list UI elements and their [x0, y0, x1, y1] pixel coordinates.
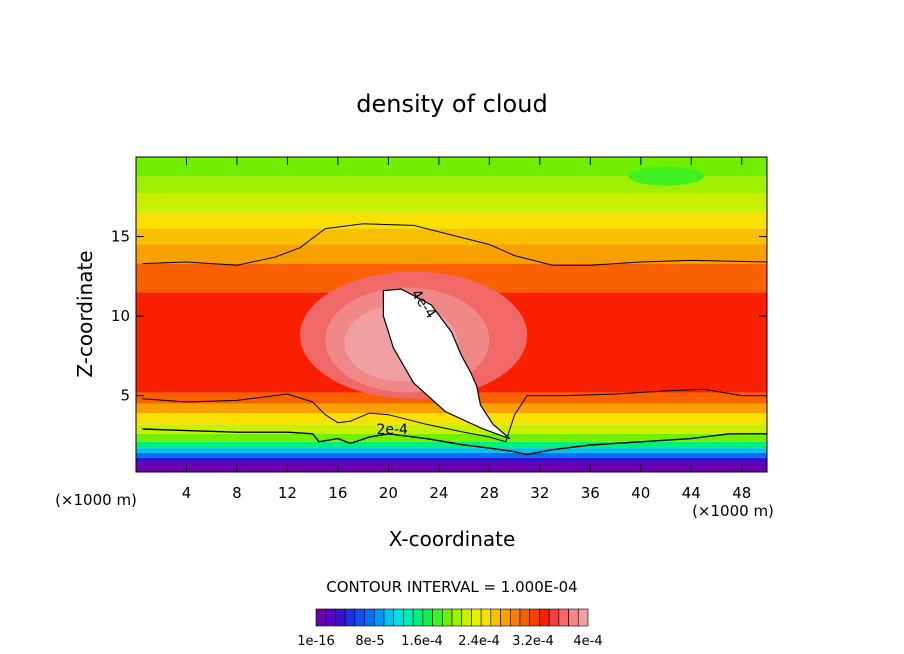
cloud-core-region [382, 288, 510, 440]
colorbar-tick-label: 2.4e-4 [458, 634, 500, 649]
color-band [136, 441, 767, 449]
color-band [136, 433, 767, 442]
colorbar-swatch [432, 608, 443, 627]
color-band [136, 424, 767, 434]
color-band [136, 448, 767, 453]
colorbar-swatch [335, 608, 346, 627]
x-tick-label: 40 [631, 484, 650, 502]
chart-title: density of cloud [356, 90, 547, 118]
plot-frame [135, 156, 768, 473]
x-tick-label: 8 [232, 484, 242, 502]
color-band [136, 157, 767, 177]
colorbar-tick-label: 4e-4 [573, 634, 602, 649]
x-tick-label: 16 [328, 484, 347, 502]
x-tick-label: 36 [581, 484, 600, 502]
colorbar-swatch [539, 608, 550, 627]
contour-line-lower [142, 388, 767, 443]
colorbar-swatch [412, 608, 424, 627]
colorbar-swatch [529, 608, 540, 627]
colorbar-swatch [325, 608, 336, 627]
colorbar-swatch [558, 608, 569, 627]
colorbar-labels: 1e-16 8e-5 1.6e-4 2.4e-4 3.2e-4 4e-4 [297, 634, 602, 649]
contour-line-2e-4 [142, 428, 767, 456]
colorbar-tick-label: 3.2e-4 [512, 634, 554, 649]
colorbar-swatch [577, 608, 589, 627]
y-axis-ticks: 5 10 15 [111, 228, 767, 405]
contour-interval-label: CONTOUR INTERVAL = 1.000E-04 [326, 578, 577, 596]
color-band [136, 462, 767, 472]
colorbar-swatch [441, 608, 453, 627]
colorbar-swatch [519, 608, 531, 627]
colorbar-swatch [461, 608, 472, 627]
y-tick-label: 10 [111, 307, 130, 325]
color-band [136, 212, 767, 229]
colorbar-swatch [383, 608, 395, 627]
x-axis-label: X-coordinate [389, 527, 516, 551]
color-band [136, 244, 767, 264]
colorbar-swatch [480, 608, 492, 627]
colorbar-swatch [548, 608, 560, 627]
x-tick-label: 44 [682, 484, 701, 502]
y-tick-label: 5 [120, 387, 130, 405]
color-band [136, 452, 767, 458]
x-tick-label: 4 [182, 484, 192, 502]
x-tick-label: 32 [530, 484, 549, 502]
colorbar-swatch [354, 608, 365, 627]
colorbar-swatch [500, 608, 511, 627]
x-unit-left: (×1000 m) [55, 491, 137, 509]
x-tick-label: 24 [429, 484, 448, 502]
y-axis-label: Z-coordinate [73, 250, 97, 377]
x-tick-label: 20 [379, 484, 398, 502]
colorbar-swatch [422, 608, 433, 627]
colorbar-swatch [315, 608, 327, 627]
colorbar-swatch [364, 608, 375, 627]
colorbar-swatch [471, 608, 482, 627]
color-band [136, 413, 767, 425]
x-tick-label: 12 [278, 484, 297, 502]
colorbar-swatch [403, 608, 414, 627]
colorbar-swatch [451, 608, 463, 627]
colorbar-tick-label: 1e-16 [297, 634, 335, 649]
y-tick-label: 15 [111, 228, 130, 246]
color-band [136, 228, 767, 245]
colorbar-swatch [509, 608, 521, 627]
x-axis-ticks: 4 8 12 16 20 24 28 32 36 40 44 48 [182, 157, 751, 502]
colorbar-tick-label: 1.6e-4 [401, 634, 443, 649]
x-tick-label: 28 [480, 484, 499, 502]
colorbar-swatch [373, 608, 385, 627]
colorbar-swatch [393, 608, 404, 627]
colorbar-swatch [344, 608, 356, 627]
colorbar [315, 608, 589, 627]
colorbar-swatch [568, 608, 579, 627]
colorbar-swatch [490, 608, 501, 627]
color-band [136, 457, 767, 463]
color-band [136, 176, 767, 194]
contour-label: 2e-4 [376, 422, 408, 438]
x-unit-right: (×1000 m) [692, 502, 774, 520]
colorbar-tick-label: 8e-5 [355, 634, 384, 649]
plot-area [136, 157, 767, 472]
color-blob [628, 166, 704, 186]
contour-line-upper [142, 223, 767, 266]
color-band [136, 193, 767, 213]
x-tick-label: 48 [732, 484, 751, 502]
